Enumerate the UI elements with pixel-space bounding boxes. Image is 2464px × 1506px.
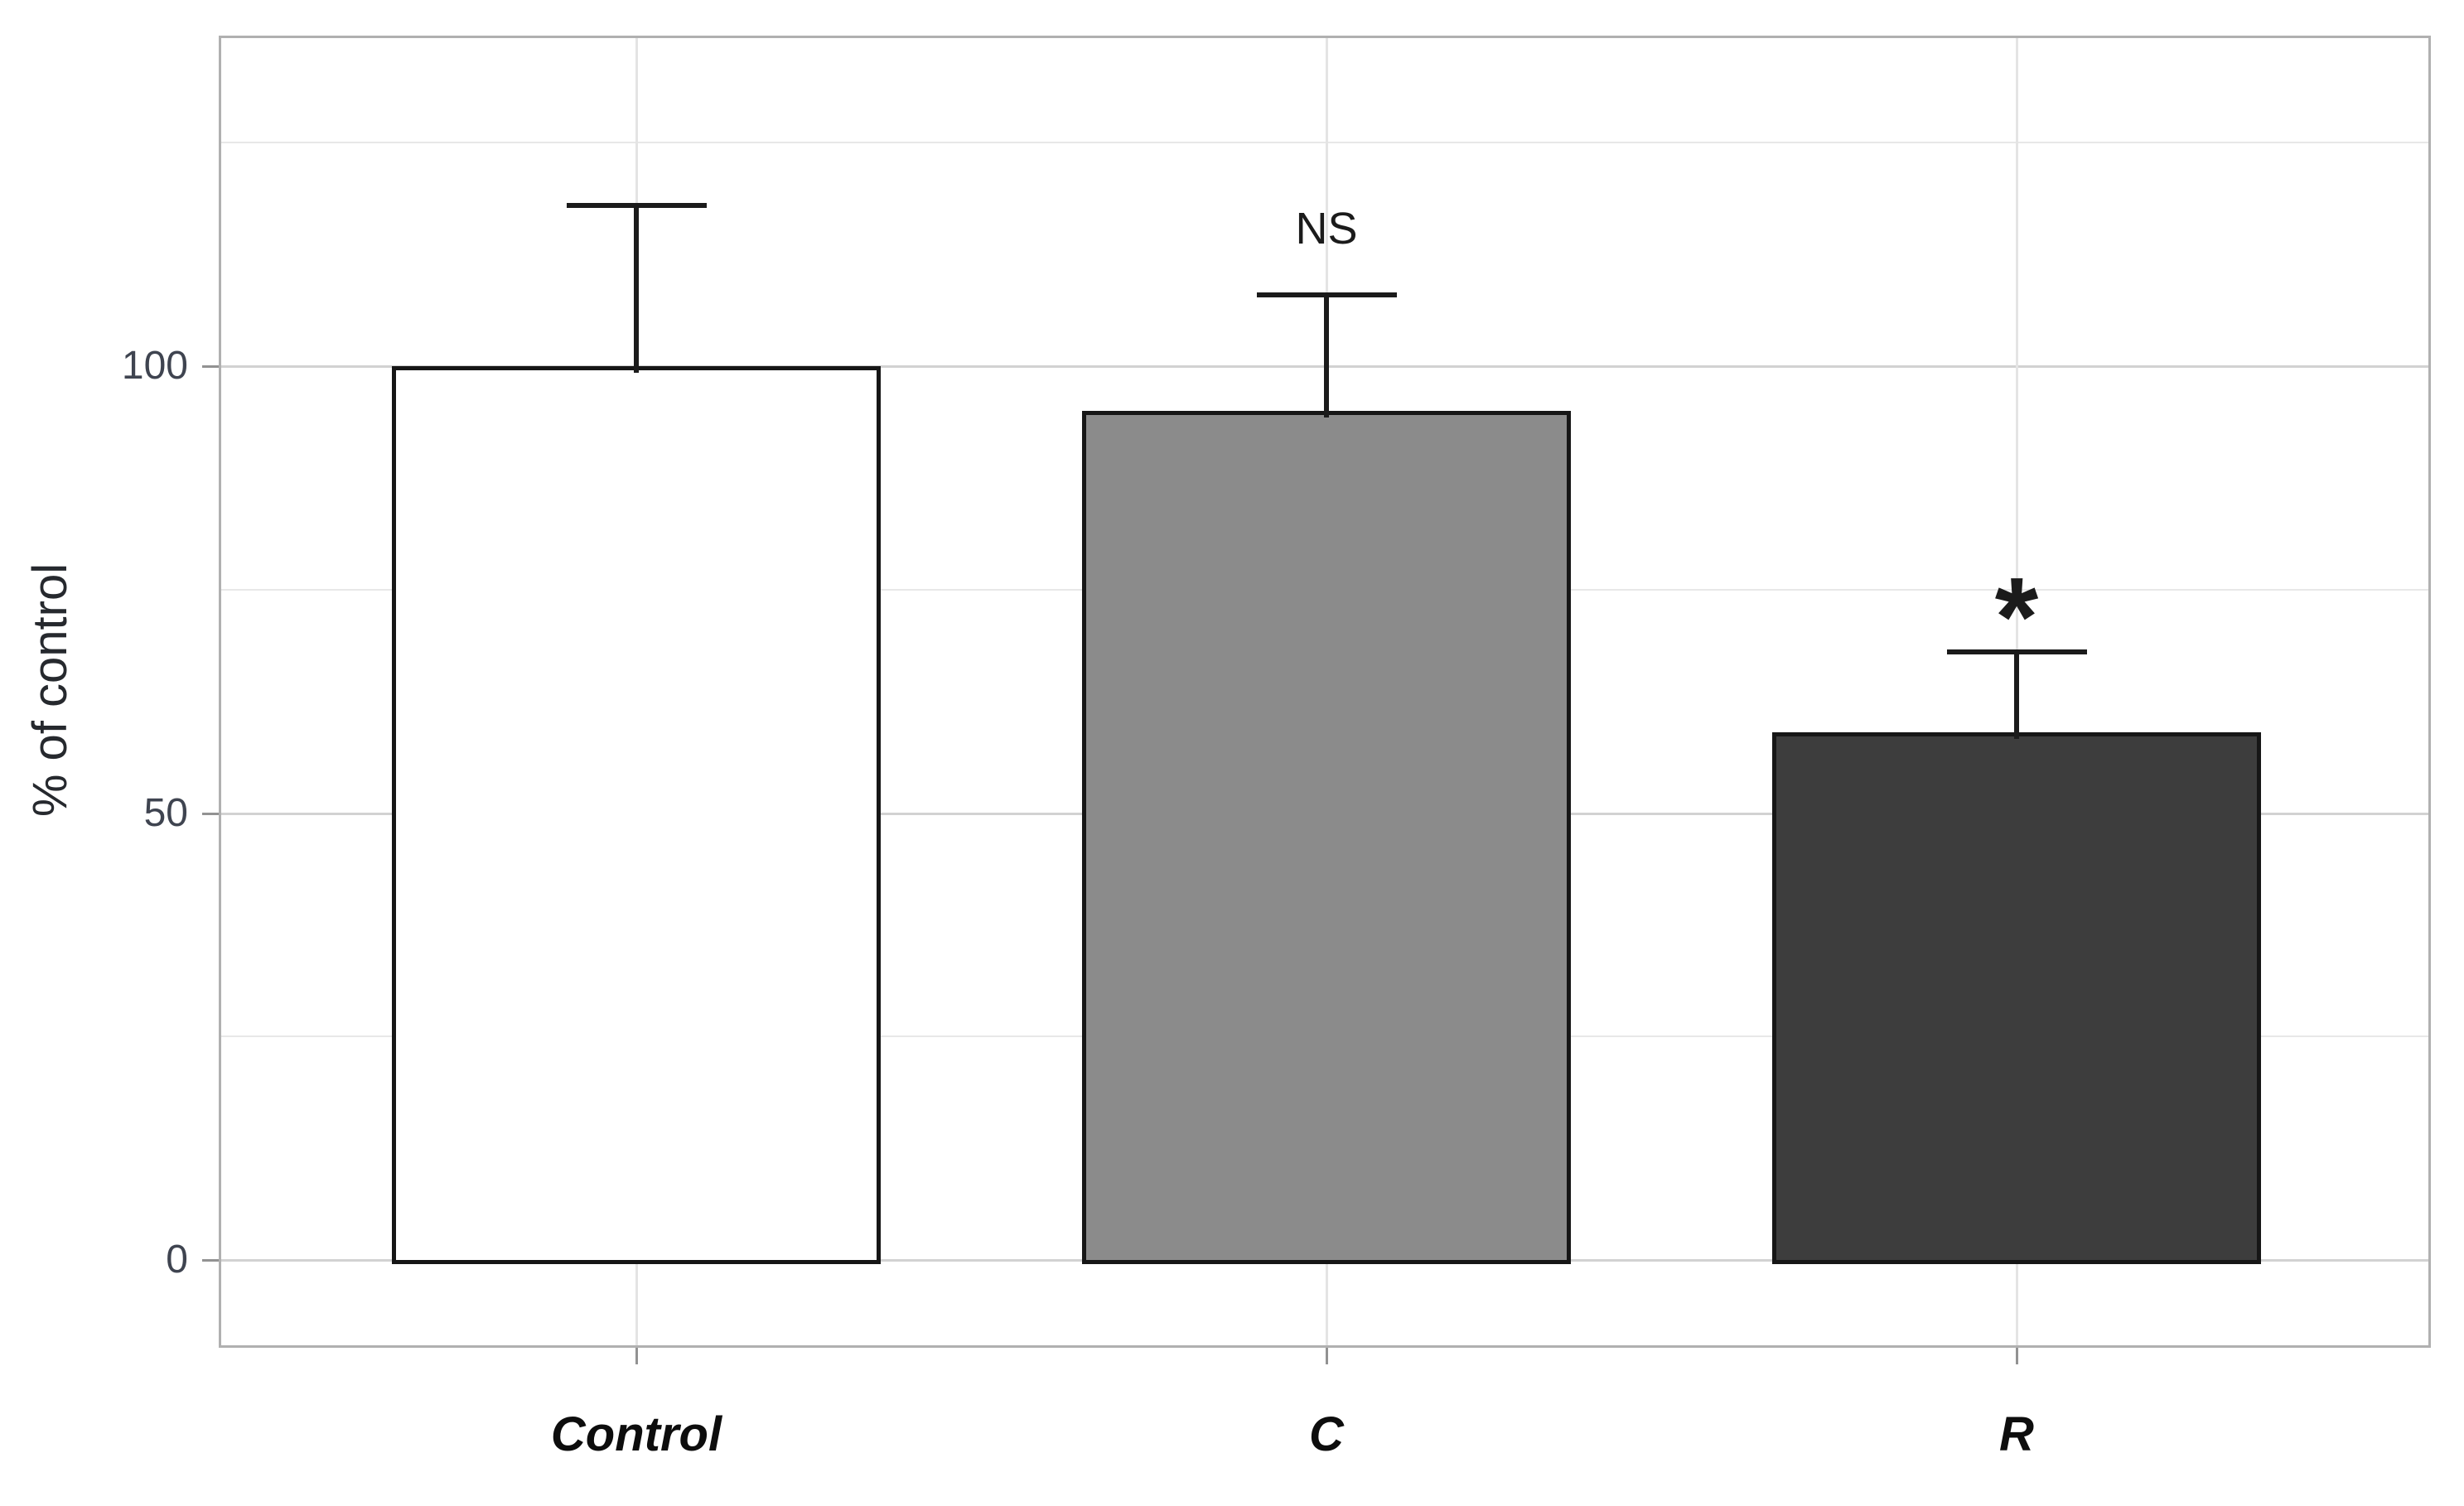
- x-axis-tick-0: [635, 1346, 638, 1364]
- y-axis-tick-50: [202, 812, 220, 815]
- y-axis-tick-100: [202, 365, 220, 368]
- y-axis-title: % of control: [23, 562, 77, 818]
- bar-2: [1772, 732, 2261, 1264]
- errorbar-stem-0: [634, 205, 639, 373]
- significance-star-annotation: *: [1994, 554, 2039, 680]
- y-axis-tick-label-50: 50: [143, 790, 188, 835]
- x-axis-tick-1: [1326, 1346, 1328, 1364]
- errorbar-cap-2: [1946, 649, 2087, 655]
- errorbar-stem-1: [1324, 294, 1329, 418]
- errorbar-stem-2: [2014, 652, 2019, 740]
- not-significant-annotation: NS: [1295, 203, 1358, 253]
- plot-panel-border: [219, 36, 2431, 1348]
- x-axis-label-0: Control: [550, 1407, 722, 1461]
- y-axis-tick-0: [202, 1259, 220, 1262]
- x-axis-label-2: R: [1999, 1407, 2034, 1461]
- y-axis-tick-label-0: 0: [166, 1238, 188, 1282]
- errorbar-cap-0: [566, 202, 707, 208]
- x-axis-tick-2: [2016, 1346, 2018, 1364]
- y-axis-tick-label-100: 100: [121, 344, 188, 388]
- bar-1: [1082, 410, 1571, 1264]
- gridline-minor-125: [220, 142, 2429, 144]
- errorbar-cap-1: [1256, 292, 1397, 297]
- x-axis-label-1: C: [1309, 1407, 1344, 1461]
